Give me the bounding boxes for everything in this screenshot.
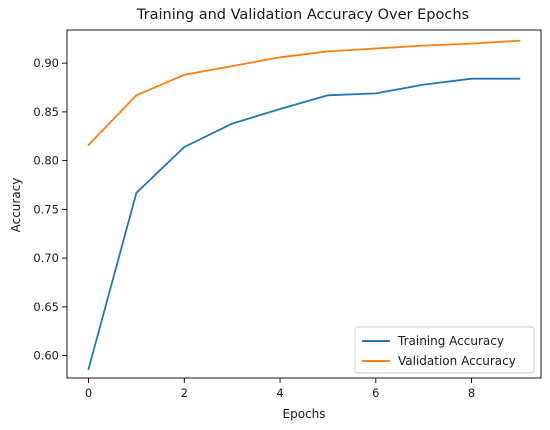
plot-area	[66, 29, 542, 379]
series-line-validation	[87, 39, 521, 146]
x-tick-label: 0	[85, 386, 92, 400]
chart-title: Training and Validation Accuracy Over Ep…	[136, 7, 469, 23]
y-tick-label: 0.65	[33, 300, 59, 314]
x-tick-label: 6	[372, 386, 379, 400]
y-axis: 0.60 0.65 0.70 0.75 0.80 0.85 0.90	[33, 56, 67, 363]
y-tick-label: 0.80	[33, 154, 59, 168]
x-tick-label: 8	[468, 386, 475, 400]
y-tick-label: 0.90	[33, 56, 59, 70]
y-axis-label: Accuracy	[9, 178, 23, 233]
legend: Training Accuracy Validation Accuracy	[354, 326, 535, 374]
y-tick-label: 0.85	[33, 105, 59, 119]
x-tick-label: 4	[276, 386, 283, 400]
y-tick-label: 0.60	[33, 349, 59, 363]
x-axis-label: Epochs	[283, 407, 326, 421]
y-tick-label: 0.75	[33, 202, 59, 216]
legend-label-training: Training Accuracy	[397, 334, 504, 348]
y-tick-label: 0.70	[33, 251, 59, 265]
legend-label-validation: Validation Accuracy	[398, 354, 516, 368]
x-axis: 0 2 4 6 8	[85, 378, 475, 400]
legend-box	[354, 326, 535, 374]
x-tick-label: 2	[181, 386, 188, 400]
series-line-training	[87, 77, 521, 371]
series-lines	[87, 39, 521, 371]
